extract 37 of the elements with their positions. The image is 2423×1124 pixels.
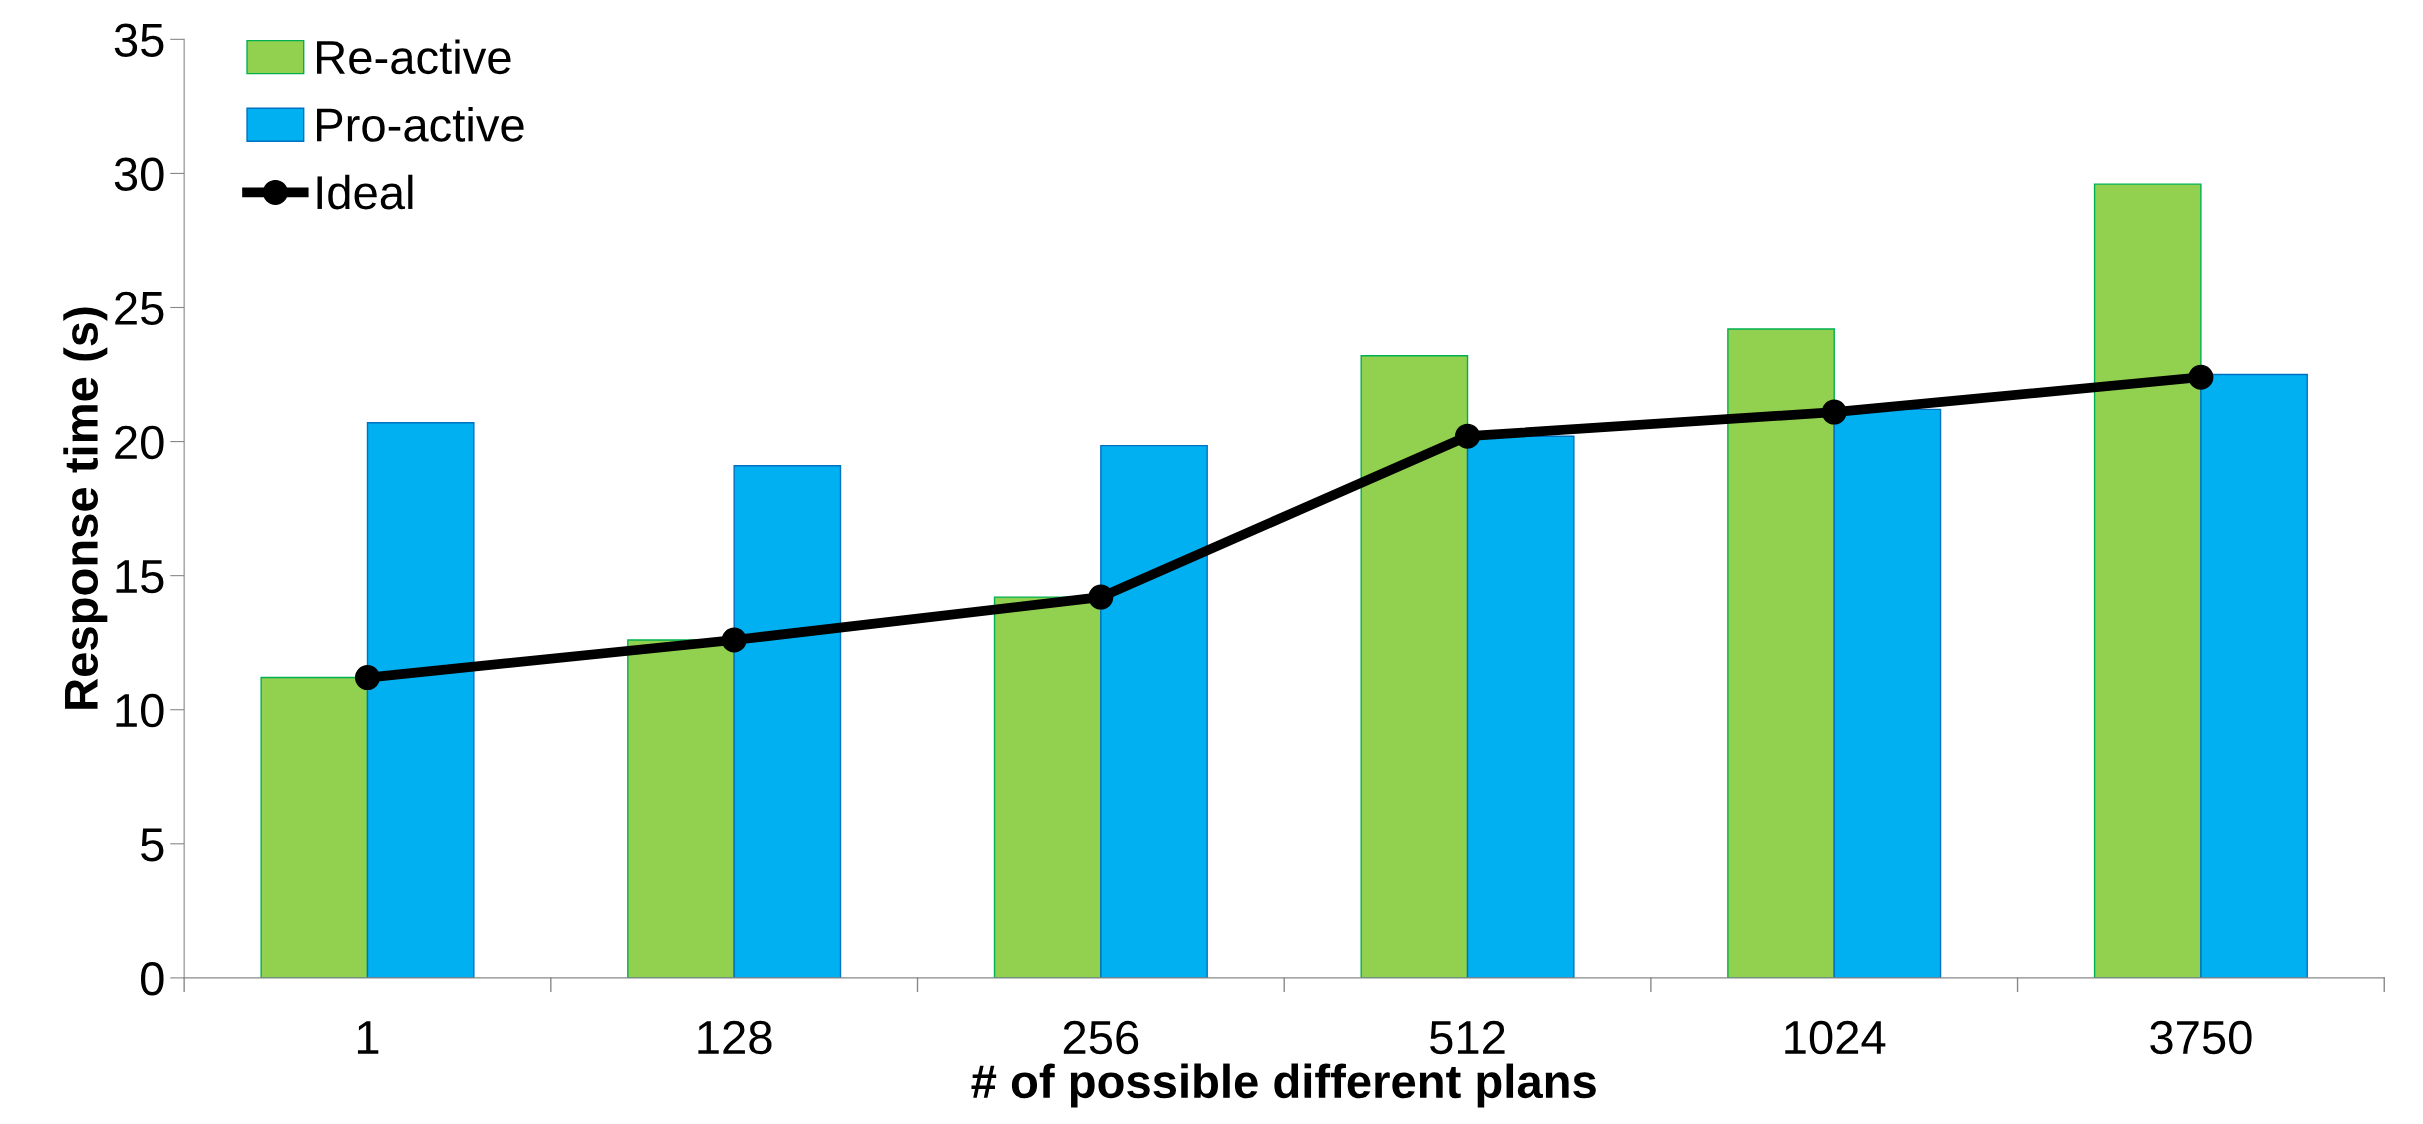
y-tick-label: 35: [114, 23, 164, 57]
x-tick-label: 3750: [2150, 1020, 2252, 1055]
point: [721, 627, 747, 653]
y-axis-title: Response time (s): [63, 307, 108, 709]
point: [354, 665, 380, 691]
legend-label: Pro-active: [317, 107, 524, 142]
y-tick-label: 10: [116, 693, 164, 728]
bar: [1466, 435, 1575, 978]
bar: [1727, 328, 1835, 978]
y-tick-label: 15: [116, 560, 164, 594]
x-tick-label: 1: [357, 1021, 379, 1054]
bar: [733, 465, 842, 978]
bar: [1360, 355, 1469, 978]
y-tick-label: 25: [115, 291, 164, 326]
point: [1455, 423, 1481, 449]
x-tick-label: 128: [698, 1020, 772, 1055]
y-tick-label: 0: [140, 962, 164, 996]
point: [1088, 584, 1114, 610]
bar: [366, 422, 475, 978]
x-axis-title: # of possible different plans: [971, 1063, 1596, 1108]
y-tick-label: 20: [115, 425, 164, 460]
x-tick-label: 1024: [1785, 1020, 1886, 1055]
legend-label: Ideal: [317, 174, 413, 210]
bar: [1100, 444, 1208, 978]
bar: [627, 639, 735, 978]
x-tick-label: 256: [1063, 1020, 1139, 1055]
y-tick-label: 30: [114, 157, 164, 191]
bar: [1833, 408, 1942, 978]
y-tick-label: 5: [141, 828, 164, 862]
point: [1821, 399, 1847, 425]
legend-label: Re-active: [317, 39, 511, 75]
bar: [993, 596, 1102, 978]
x-tick-label: 512: [1430, 1020, 1505, 1055]
point: [2188, 364, 2214, 390]
bar: [260, 676, 369, 978]
bar: [2093, 183, 2202, 978]
bar: [2200, 373, 2308, 978]
